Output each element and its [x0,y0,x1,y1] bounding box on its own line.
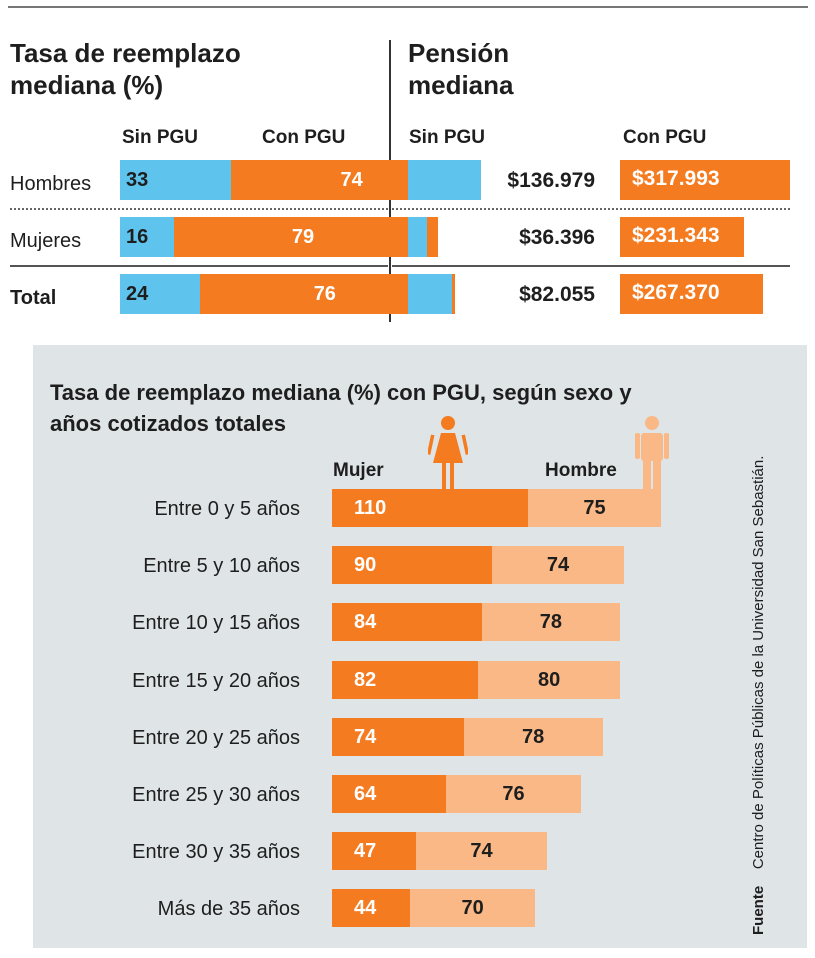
source-label: Fuente [750,885,767,935]
years-label-3: Entre 15 y 20 años [132,669,300,692]
years-value-mujer-3: 82 [354,668,377,691]
pension-title-line1: Pensión [408,38,510,68]
years-bar-mujer-4 [332,717,464,756]
years-value-hombre-3: 80 [538,668,561,691]
row-label-hombres: Hombres [10,173,92,195]
years-value-mujer-0: 110 [354,497,387,519]
years-value-hombre-4: 78 [522,725,545,748]
rate-col-sin-pgu: Sin PGU [122,127,199,148]
pension-bar-sin-total [408,274,452,314]
years-bar-mujer-1 [332,546,493,585]
row-separator-1-right [392,208,790,210]
source-text: Centro de Políticas Públicas de la Unive… [750,455,767,870]
years-bar-mujer-3 [332,660,478,699]
years-value-mujer-5: 64 [354,783,377,805]
years-bar-hombre-3 [477,660,621,699]
years-value-hombre-2: 78 [539,611,563,634]
years-bar-hombre-6 [415,832,548,871]
legend-hombre: Hombre [545,460,617,481]
rate-title-line2: mediana (%) [10,70,164,100]
years-value-mujer-2: 84 [354,611,377,634]
pension-value-sin-hombres: $136.979 [507,169,595,192]
years-bar-hombre-5 [445,775,582,813]
years-label-7: Más de 35 años [157,898,300,921]
pension-title-line2: mediana [408,70,514,100]
rate-title-line1: Tasa de reemplazo [10,38,241,68]
row-separator-2-right [392,265,790,267]
years-label-6: Entre 30 y 35 años [132,841,300,864]
years-bar-hombre-7 [410,889,535,928]
rate-bar-sin-hombres [120,160,231,200]
pension-bar-con-total: $267.370 [620,274,763,314]
pension-value-sin-mujeres: $36.396 [519,226,595,249]
row-separator-1 [10,208,388,210]
man-icon [635,416,669,489]
rate-value-con-hombres: 74 [340,169,363,191]
years-value-mujer-7: 44 [354,897,377,920]
years-value-mujer-4: 74 [354,725,377,748]
years-bar-hombre-1 [492,546,624,585]
years-bar-mujer-5 [332,775,446,813]
years-bar-hombre-4 [463,717,603,756]
years-bar-hombre-2 [481,603,621,642]
years-bar-mujer-0 [332,489,528,527]
rate-col-con-pgu: Con PGU [262,127,346,148]
years-bar-mujer-6 [332,832,416,871]
years-value-mujer-1: 90 [354,554,377,577]
pension-col-sin-pgu: Sin PGU [409,127,486,148]
years-bar-hombre-0 [527,489,662,527]
rate-value-sin-hombres: 33 [126,169,149,191]
years-bar-mujer-2 [332,603,482,642]
pension-bar-con-mujeres: $231.343 [620,217,744,257]
top-rule [8,6,808,8]
woman-icon [428,416,468,489]
row-separator-2 [10,265,388,267]
rate-value-sin-mujeres: 16 [126,226,149,248]
years-title-line1: Tasa de reemplazo mediana (%) con PGU, s… [50,380,632,405]
rate-bar-sin-total [120,274,201,314]
row-label-total: Total [10,287,57,309]
years-bar-mujer-7 [332,889,411,928]
rate-value-sin-total: 24 [126,283,149,305]
rate-bar-sin-mujeres [120,217,174,257]
pension-col-con-pgu: Con PGU [623,127,707,148]
years-label-5: Entre 25 y 30 años [132,784,300,806]
pension-value-sin-total: $82.055 [519,283,595,306]
years-value-mujer-6: 47 [354,840,377,863]
years-label-2: Entre 10 y 15 años [132,612,300,635]
years-value-hombre-6: 74 [470,840,493,863]
years-value-hombre-5: 76 [502,783,525,805]
years-value-hombre-1: 74 [546,554,570,577]
rate-value-con-mujeres: 79 [291,226,315,248]
years-label-0: Entre 0 y 5 años [154,498,300,520]
legend-mujer: Mujer [333,460,384,481]
pension-bar-con-hombres: $317.993 [620,160,790,200]
years-value-hombre-7: 70 [461,897,484,920]
years-label-4: Entre 20 y 25 años [132,726,300,749]
years-label-1: Entre 5 y 10 años [143,555,300,578]
years-value-hombre-0: 75 [583,497,606,519]
years-title-line2: años cotizados totales [50,411,286,436]
pension-bar-sin-hombres [408,160,481,200]
pension-bar-sin-mujeres [408,217,428,257]
rate-value-con-total: 76 [313,283,336,305]
source-note: Fuente Centro de Políticas Públicas de l… [750,456,768,935]
row-label-mujeres: Mujeres [10,230,82,252]
rate-bar-con-mujeres [173,217,439,257]
